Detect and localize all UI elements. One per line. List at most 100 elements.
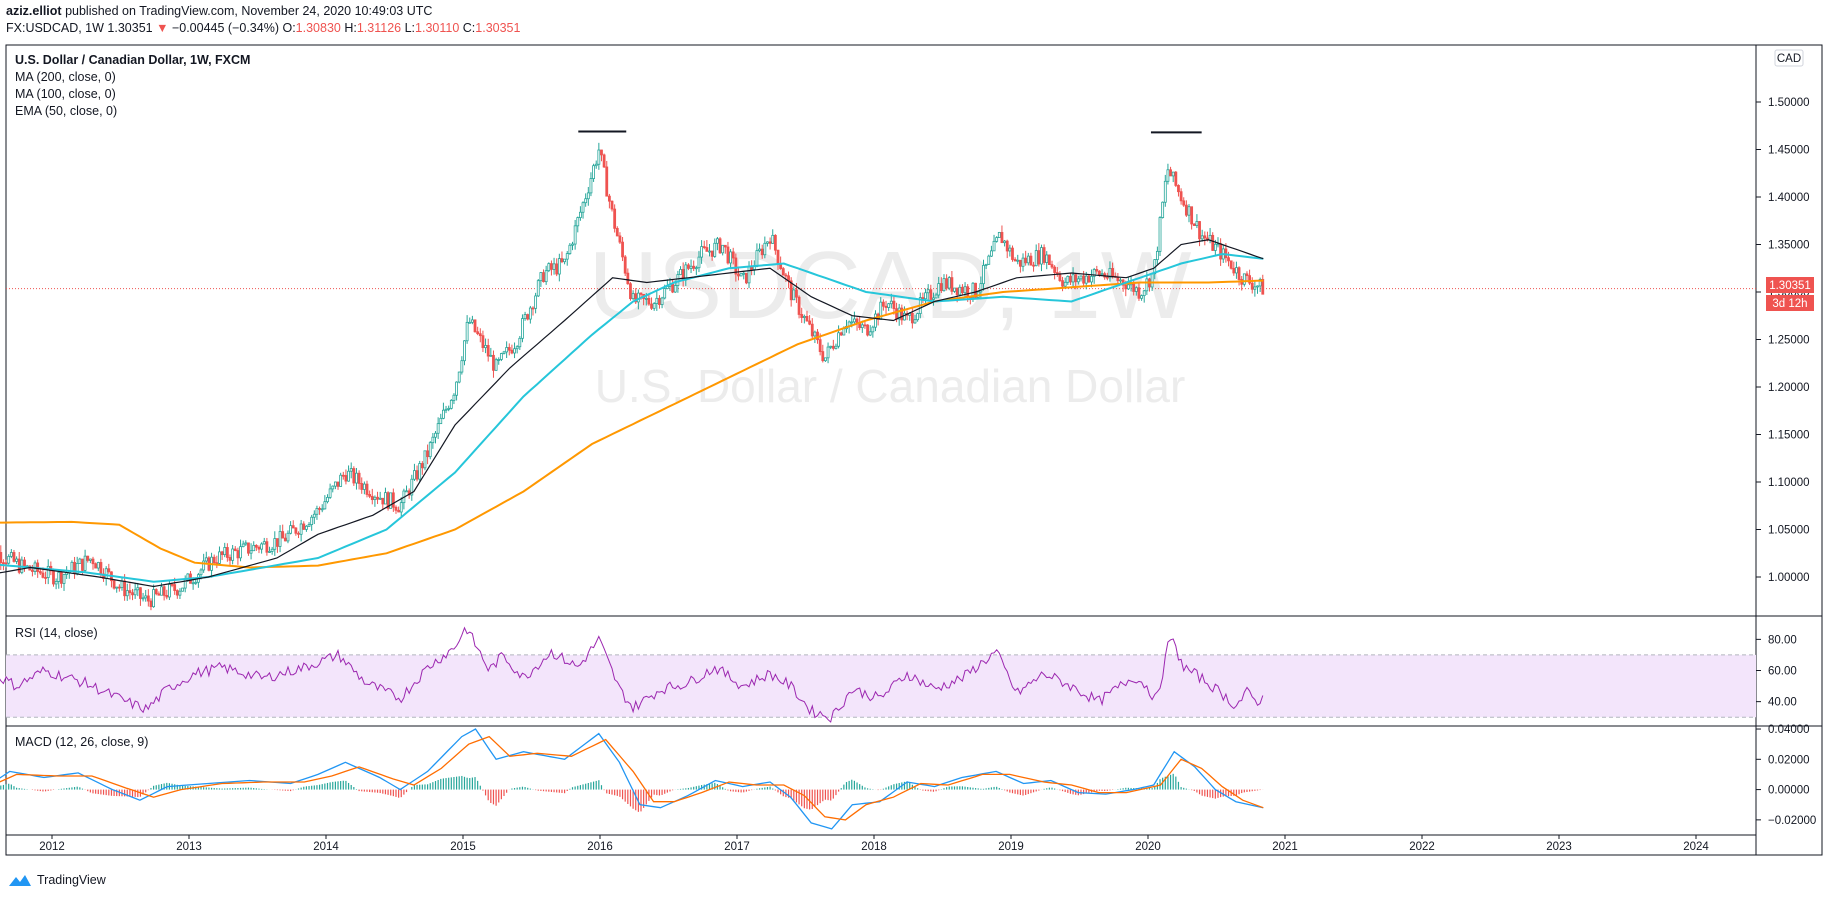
candle-body: [381, 497, 385, 505]
candle-body: [739, 273, 743, 277]
candle-body: [1095, 269, 1099, 272]
time-tick-label: 2020: [1135, 841, 1161, 853]
candle-body: [831, 345, 835, 349]
candle-body: [802, 315, 806, 318]
candle-body: [91, 558, 95, 565]
candle-body: [418, 463, 422, 480]
candle-body: [484, 345, 487, 349]
candle-body: [252, 544, 256, 552]
candle-body: [328, 488, 332, 498]
candle-body: [1227, 257, 1230, 262]
candle-body: [1008, 247, 1012, 252]
candle-body: [868, 331, 872, 336]
candle-body: [168, 583, 171, 598]
candle-body: [650, 303, 653, 309]
candle-body: [673, 285, 677, 293]
candle-body: [104, 568, 108, 579]
candle-body: [318, 508, 321, 510]
candle-body: [1256, 285, 1259, 288]
footer-brand[interactable]: TradingView: [8, 873, 106, 887]
candle-body: [1016, 259, 1020, 262]
candle-body: [718, 238, 722, 254]
candle-body: [644, 298, 648, 300]
price-axis-badges: CAD 1.30351 3d 12h: [1766, 49, 1814, 311]
candle-body: [125, 590, 129, 597]
author-name[interactable]: aziz.elliot: [6, 4, 62, 18]
candle-body: [502, 351, 506, 354]
candle-body: [373, 496, 377, 501]
candle-body: [1237, 267, 1241, 280]
candle-body: [874, 313, 877, 328]
candle-body: [795, 289, 798, 298]
candle-body: [513, 348, 516, 354]
candle-body: [1127, 284, 1130, 290]
candle-body: [966, 286, 970, 297]
candle-body: [289, 525, 293, 534]
candle-body: [1198, 221, 1201, 240]
candle-body: [486, 345, 490, 357]
candle-body: [352, 468, 356, 484]
candle-body: [758, 248, 761, 252]
macd-title: MACD (12, 26, close, 9): [15, 735, 148, 749]
candle-body: [826, 346, 830, 359]
candle-body: [813, 331, 817, 337]
candle-body: [407, 490, 411, 496]
candle-body: [881, 301, 885, 307]
candle-body: [1066, 276, 1070, 283]
candle-body: [276, 538, 279, 547]
currency-badge[interactable]: [1774, 49, 1804, 67]
candle-body: [521, 318, 524, 339]
candle-body: [1098, 270, 1101, 275]
candle-body: [268, 551, 271, 553]
candle-body: [773, 234, 777, 251]
candle-body: [613, 208, 617, 229]
candle-body: [834, 345, 838, 349]
candle-body: [1024, 257, 1028, 264]
candle-body: [52, 570, 55, 585]
candle-body: [1250, 282, 1254, 290]
close-value: 1.30351: [475, 21, 521, 35]
candle-body: [499, 353, 503, 360]
candle-body: [824, 357, 827, 362]
candle-body: [621, 241, 624, 258]
candle-body: [1100, 273, 1104, 276]
candle-body: [821, 351, 825, 362]
candle-body: [1000, 232, 1004, 244]
candle-body: [726, 246, 730, 264]
candle-body: [244, 542, 248, 545]
candle-body: [160, 586, 163, 596]
candle-body: [866, 324, 869, 336]
candle-body: [1084, 275, 1088, 284]
candle-body: [323, 501, 327, 510]
candle-body: [771, 234, 775, 244]
candle-body: [1213, 243, 1217, 251]
candle-body: [157, 593, 161, 596]
candle-body: [1163, 180, 1167, 203]
candle-body: [136, 587, 140, 591]
candle-body: [634, 293, 638, 303]
candle-body: [547, 263, 551, 272]
candle-body: [921, 297, 925, 300]
candle-body: [550, 263, 553, 270]
candle-body: [44, 577, 47, 579]
time-tick-label: 2022: [1409, 841, 1435, 853]
candle-body: [120, 580, 124, 588]
candle-body: [1018, 259, 1022, 267]
time-tick-label: 2017: [724, 841, 750, 853]
macd-tick-label: −0.02000: [1768, 815, 1816, 827]
candle-body: [442, 409, 445, 419]
candle-body: [436, 423, 440, 434]
candle-body: [950, 277, 954, 292]
legend-title: U.S. Dollar / Canadian Dollar, 1W, FXCM: [15, 53, 250, 67]
candle-body: [1005, 240, 1009, 252]
candle-body: [320, 508, 324, 511]
candle-body: [83, 555, 87, 571]
candle-body: [365, 483, 369, 495]
candle-body: [716, 238, 719, 244]
high-label: H:: [344, 21, 357, 35]
candle-body: [394, 506, 398, 511]
candle-body: [1124, 284, 1128, 290]
candle-body: [1177, 185, 1180, 193]
candle-body: [708, 250, 711, 253]
